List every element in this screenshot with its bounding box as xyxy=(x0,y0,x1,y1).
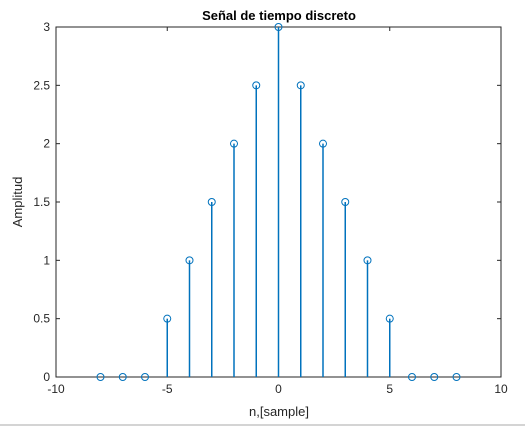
stem-marker xyxy=(319,139,327,148)
stem-marker xyxy=(230,139,238,148)
stem-series xyxy=(96,23,461,381)
stem-marker xyxy=(118,373,127,381)
y-axis-label: Amplitud xyxy=(10,177,25,228)
stem-marker xyxy=(252,81,261,90)
stem-marker xyxy=(385,314,394,323)
y-axis: 0 0.5 1 1.5 2 2.5 3 xyxy=(33,20,501,384)
x-tick-label: -10 xyxy=(47,382,65,396)
y-tick-label: 2 xyxy=(43,137,50,151)
y-tick-label: 1 xyxy=(43,253,50,267)
stem-marker xyxy=(430,373,439,381)
stem-marker xyxy=(452,373,461,381)
x-tick-label: -5 xyxy=(162,382,173,396)
x-tick-label: 5 xyxy=(386,382,393,396)
stem-marker xyxy=(408,373,416,381)
y-tick-label: 3 xyxy=(43,20,50,34)
stem-marker xyxy=(363,256,372,265)
chart-title: Señal de tiempo discreto xyxy=(202,8,356,23)
stem-marker xyxy=(96,373,105,381)
x-tick-label: 0 xyxy=(275,382,282,396)
y-tick-label: 1.5 xyxy=(33,195,50,209)
y-tick-label: 0 xyxy=(43,370,50,384)
stem-marker xyxy=(341,198,350,206)
stem-marker xyxy=(207,198,216,206)
stem-marker xyxy=(163,314,172,323)
y-tick-label: 0.5 xyxy=(33,312,50,326)
stem-marker xyxy=(185,256,194,265)
x-axis: -10 -5 0 5 10 xyxy=(47,27,508,396)
stem-marker xyxy=(141,373,149,381)
x-tick-label: 10 xyxy=(494,382,508,396)
window-bottom-edge xyxy=(0,424,525,426)
stem-marker xyxy=(296,81,305,90)
y-tick-label: 2.5 xyxy=(33,78,50,92)
x-axis-label: n,[sample] xyxy=(249,404,309,419)
stem-marker xyxy=(274,23,283,31)
